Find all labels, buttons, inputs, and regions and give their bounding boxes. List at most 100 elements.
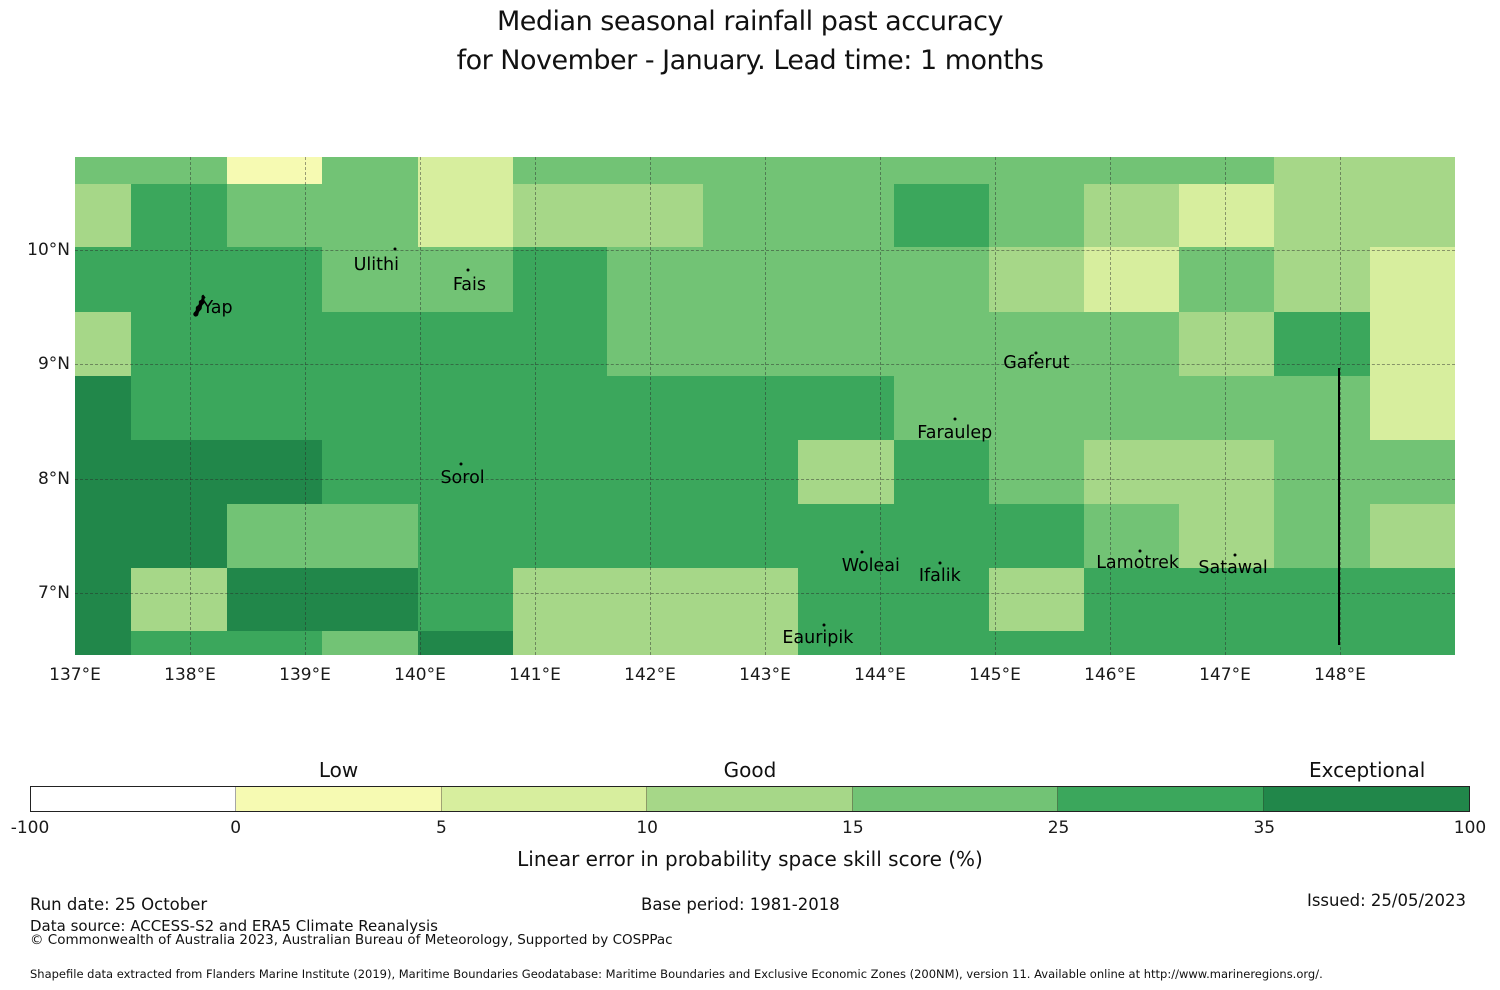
- island-label: Ulithi: [353, 254, 399, 275]
- yap-island-glyph: [186, 291, 210, 324]
- y-tick-label: 10°N: [27, 239, 70, 260]
- gridline-vertical: [880, 157, 881, 655]
- map-cell: [131, 311, 608, 376]
- island-marker-dot: [860, 550, 864, 554]
- gridline-vertical: [420, 157, 421, 655]
- x-tick-label: 141°E: [509, 665, 561, 685]
- map-cell: [607, 311, 1179, 376]
- colorbar-segment: [31, 787, 237, 811]
- chart-title-line1: Median seasonal rainfall past accuracy: [497, 6, 1003, 37]
- colorbar-segment: [441, 787, 648, 811]
- island-label: Fais: [452, 275, 487, 296]
- map-cell: [1179, 311, 1275, 376]
- map-cell: [989, 439, 1084, 504]
- island-marker-dot: [953, 417, 957, 421]
- map-cell: [989, 567, 1084, 631]
- map-cell: [702, 184, 894, 248]
- gridline-vertical: [650, 157, 651, 655]
- rainfall-accuracy-heatmap: Yap Ulithi Fais Sorol Gaferut Faraulep Woleai I…: [75, 157, 1455, 655]
- map-cell: [1274, 439, 1455, 504]
- colorbar-tick-label: 10: [636, 818, 658, 838]
- map-cell: [1369, 503, 1455, 568]
- colorbar-tick-label: 15: [842, 818, 864, 838]
- map-cell: [1083, 184, 1179, 248]
- x-tick-label: 148°E: [1314, 665, 1366, 685]
- map-cell: [1274, 157, 1455, 185]
- colorbar-tick-label: 100: [1453, 818, 1487, 838]
- x-tick-label: 142°E: [624, 665, 676, 685]
- map-cell: [513, 184, 703, 248]
- map-cell: [798, 439, 894, 504]
- island-label: Sorol: [440, 467, 485, 488]
- island-marker-dot: [1233, 553, 1237, 557]
- map-cell: [513, 567, 799, 631]
- x-tick-label: 138°E: [164, 665, 216, 685]
- map-cell: [417, 503, 1084, 568]
- map-cell: [131, 375, 894, 440]
- map-cell: [798, 567, 990, 631]
- x-tick-label: 139°E: [279, 665, 331, 685]
- x-tick-label: 137°E: [49, 665, 101, 685]
- map-cell: [1083, 439, 1275, 504]
- island-label: Satawal: [1198, 557, 1268, 578]
- data-source-text: Data source: ACCESS-S2 and ERA5 Climate …: [30, 917, 438, 935]
- map-cell: [75, 567, 132, 631]
- colorbar-category-label: Exceptional: [1309, 758, 1426, 782]
- colorbar-tick-label: 35: [1253, 818, 1276, 838]
- island-marker-dot: [393, 247, 397, 251]
- map-cell: [989, 247, 1084, 312]
- map-cell: [989, 184, 1084, 248]
- map-cell: [1369, 311, 1455, 376]
- y-tick-label: 8°N: [37, 468, 70, 489]
- map-cell: [1274, 184, 1455, 248]
- map-cell: [131, 567, 227, 631]
- map-cell: [1083, 247, 1179, 312]
- map-cell: [417, 630, 514, 655]
- island-marker-dot: [822, 623, 826, 627]
- island-marker-dot: [1138, 549, 1142, 553]
- island-marker-dot: [459, 462, 463, 466]
- chart-title-line2: for November - January. Lead time: 1 mon…: [456, 45, 1044, 76]
- map-cell: [893, 375, 1370, 440]
- map-cell: [131, 184, 227, 248]
- map-cell: [75, 503, 227, 568]
- map-cell: [1179, 247, 1275, 312]
- map-cell: [75, 311, 132, 376]
- x-tick-label: 145°E: [969, 665, 1021, 685]
- map-cell: [322, 247, 514, 312]
- map-cell: [75, 439, 323, 504]
- base-period-text: Base period: 1981-2018: [641, 895, 840, 914]
- chart-title: Median seasonal rainfall past accuracy f…: [0, 2, 1500, 80]
- colorbar-category-label: Good: [723, 758, 777, 782]
- map-cell: [1179, 184, 1275, 248]
- map-cell: [607, 247, 990, 312]
- map-cell: [1083, 503, 1179, 568]
- gridline-vertical: [305, 157, 306, 655]
- gridline-horizontal: [75, 593, 1455, 595]
- map-cell: [513, 247, 608, 312]
- gridline-horizontal: [75, 249, 1455, 251]
- island-label: Eauripik: [782, 627, 854, 648]
- island-label: Gaferut: [1003, 353, 1070, 374]
- map-cell: [1274, 503, 1370, 568]
- map-cell: [75, 630, 132, 655]
- map-cell: [513, 157, 1275, 185]
- island-marker-dot: [466, 268, 470, 272]
- gridline-vertical: [1110, 157, 1111, 655]
- island-label: Ifalik: [918, 566, 961, 586]
- island-label: Faraulep: [917, 422, 993, 443]
- gridline-horizontal: [75, 364, 1455, 366]
- gridline-vertical: [1340, 157, 1341, 655]
- map-cell: [322, 630, 418, 655]
- copyright-text: © Commonwealth of Australia 2023, Austra…: [30, 932, 673, 948]
- map-cell: [226, 503, 418, 568]
- map-cell: [798, 630, 1455, 655]
- map-cell: [131, 630, 323, 655]
- colorbar-tick-label: 0: [230, 818, 242, 838]
- map-cell: [226, 157, 323, 185]
- colorbar-category-label: Low: [318, 758, 359, 782]
- map-cell: [1369, 247, 1455, 312]
- shapefile-attribution-text: Shapefile data extracted from Flanders M…: [30, 967, 1323, 981]
- colorbar-segment: [1058, 787, 1264, 811]
- gridline-vertical: [765, 157, 766, 655]
